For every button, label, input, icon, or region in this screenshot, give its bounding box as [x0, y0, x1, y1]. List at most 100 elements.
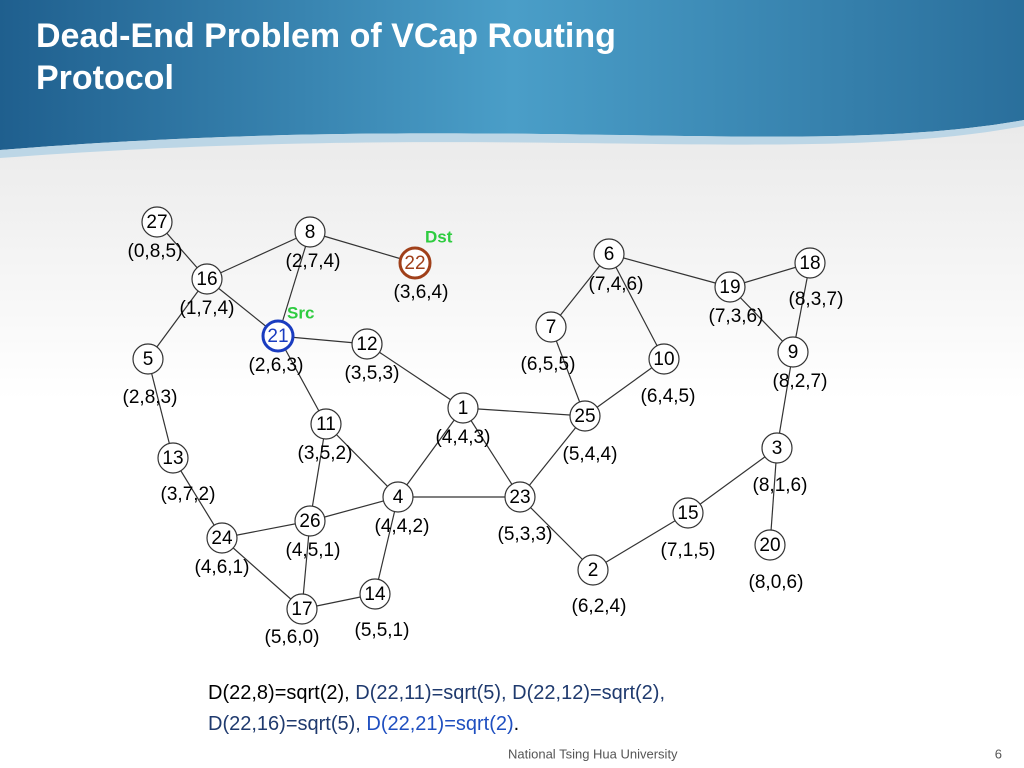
node	[191, 263, 223, 295]
node-label: 12	[356, 334, 377, 355]
node-coord: (2,8,3)	[123, 387, 178, 408]
node-coord: (5,5,1)	[355, 620, 410, 641]
edge	[608, 253, 731, 288]
node	[672, 497, 704, 529]
node	[761, 432, 793, 464]
node	[593, 238, 625, 270]
edge	[147, 278, 208, 360]
node-label: 27	[146, 212, 167, 233]
node	[794, 247, 826, 279]
node	[577, 554, 609, 586]
edge	[584, 358, 665, 417]
node	[294, 505, 326, 537]
node-label: 14	[364, 584, 386, 605]
edge	[462, 407, 521, 498]
edge	[769, 447, 778, 546]
node	[382, 481, 414, 513]
node-label: 23	[509, 487, 530, 508]
node-label: 18	[799, 253, 820, 274]
edge	[462, 407, 586, 417]
node-label: 4	[393, 487, 404, 508]
edge	[687, 447, 778, 514]
node-coord: (7,1,5)	[661, 540, 716, 561]
node-label: 5	[143, 349, 154, 370]
formula-line: D(22,16)=sqrt(5), D(22,21)=sqrt(2).	[208, 709, 665, 740]
node	[569, 400, 601, 432]
node-coord: (5,3,3)	[498, 524, 553, 545]
node	[206, 522, 238, 554]
node-coord: (2,7,4)	[286, 251, 341, 272]
node	[157, 442, 189, 474]
formula-segment: D(22,8)=sqrt(2),	[208, 682, 356, 704]
node-label: 10	[653, 349, 674, 370]
node-coord: (3,5,3)	[345, 363, 400, 384]
formula: D(22,8)=sqrt(2), D(22,11)=sqrt(5), D(22,…	[208, 678, 665, 740]
edge	[397, 407, 464, 498]
edge	[325, 423, 399, 498]
node-label: 25	[574, 406, 595, 427]
edge	[366, 343, 464, 409]
edge	[776, 351, 794, 449]
edge	[221, 537, 303, 610]
node-coord: (2,6,3)	[249, 355, 304, 376]
background	[0, 100, 1024, 400]
node	[777, 336, 809, 368]
formula-segment: .	[513, 713, 520, 735]
node-coord: (6,4,5)	[641, 386, 696, 407]
node-coord: (6,5,5)	[521, 354, 576, 375]
node	[504, 481, 536, 513]
node-coord: (6,2,4)	[572, 596, 627, 617]
node-coord: (0,8,5)	[128, 241, 183, 262]
node-label: 22	[404, 253, 425, 274]
node	[754, 529, 786, 561]
node-label: 3	[772, 438, 783, 459]
dst-label: Dst	[425, 227, 453, 246]
edge	[592, 512, 689, 571]
edge	[277, 231, 311, 337]
formula-line: D(22,8)=sqrt(2), D(22,11)=sqrt(5), D(22,…	[208, 678, 665, 709]
formula-segment: D(22,11)=sqrt(5),	[355, 682, 513, 704]
node-label: 2	[588, 560, 599, 581]
node-coord: (8,1,6)	[753, 475, 808, 496]
node	[714, 271, 746, 303]
node-coord: (8,0,6)	[749, 572, 804, 593]
node-coord: (1,7,4)	[180, 298, 235, 319]
node	[351, 328, 383, 360]
src-label: Src	[287, 303, 314, 322]
node	[294, 216, 326, 248]
node-coord: (4,4,3)	[436, 427, 491, 448]
edge	[172, 457, 223, 539]
node	[447, 392, 479, 424]
header-band	[0, 0, 1024, 150]
page-number: 6	[995, 746, 1002, 761]
node-label: 8	[305, 222, 316, 243]
node	[286, 593, 318, 625]
edge	[309, 231, 416, 264]
node-coord: (4,5,1)	[286, 540, 341, 561]
node-label: 7	[546, 317, 557, 338]
node-coord: (5,4,4)	[563, 444, 618, 465]
slide-title: Dead-End Problem of VCap Routing Protocol	[36, 17, 616, 97]
node-coord: (3,7,2)	[161, 484, 216, 505]
edge	[519, 415, 586, 498]
node-coord: (8,3,7)	[789, 289, 844, 310]
node-coord: (3,6,4)	[394, 282, 449, 303]
header-edge	[0, 120, 1024, 158]
node	[261, 319, 295, 353]
node-label: 11	[316, 414, 336, 435]
node-coord: (7,4,6)	[589, 274, 644, 295]
edge	[206, 231, 311, 280]
node-coord: (4,6,1)	[195, 557, 250, 578]
edge	[519, 496, 594, 571]
node-coord: (3,5,2)	[298, 443, 353, 464]
edge	[277, 335, 327, 425]
node-label: 13	[162, 448, 183, 469]
node-label: 26	[299, 511, 320, 532]
formula-segment: D(22,12)=sqrt(2),	[512, 682, 666, 704]
node-label: 24	[211, 528, 233, 549]
edge	[309, 423, 327, 522]
formula-segment: D(22,21)=sqrt(2)	[366, 713, 514, 735]
node	[398, 246, 432, 280]
node	[359, 578, 391, 610]
node-coord: (4,4,2)	[375, 516, 430, 537]
